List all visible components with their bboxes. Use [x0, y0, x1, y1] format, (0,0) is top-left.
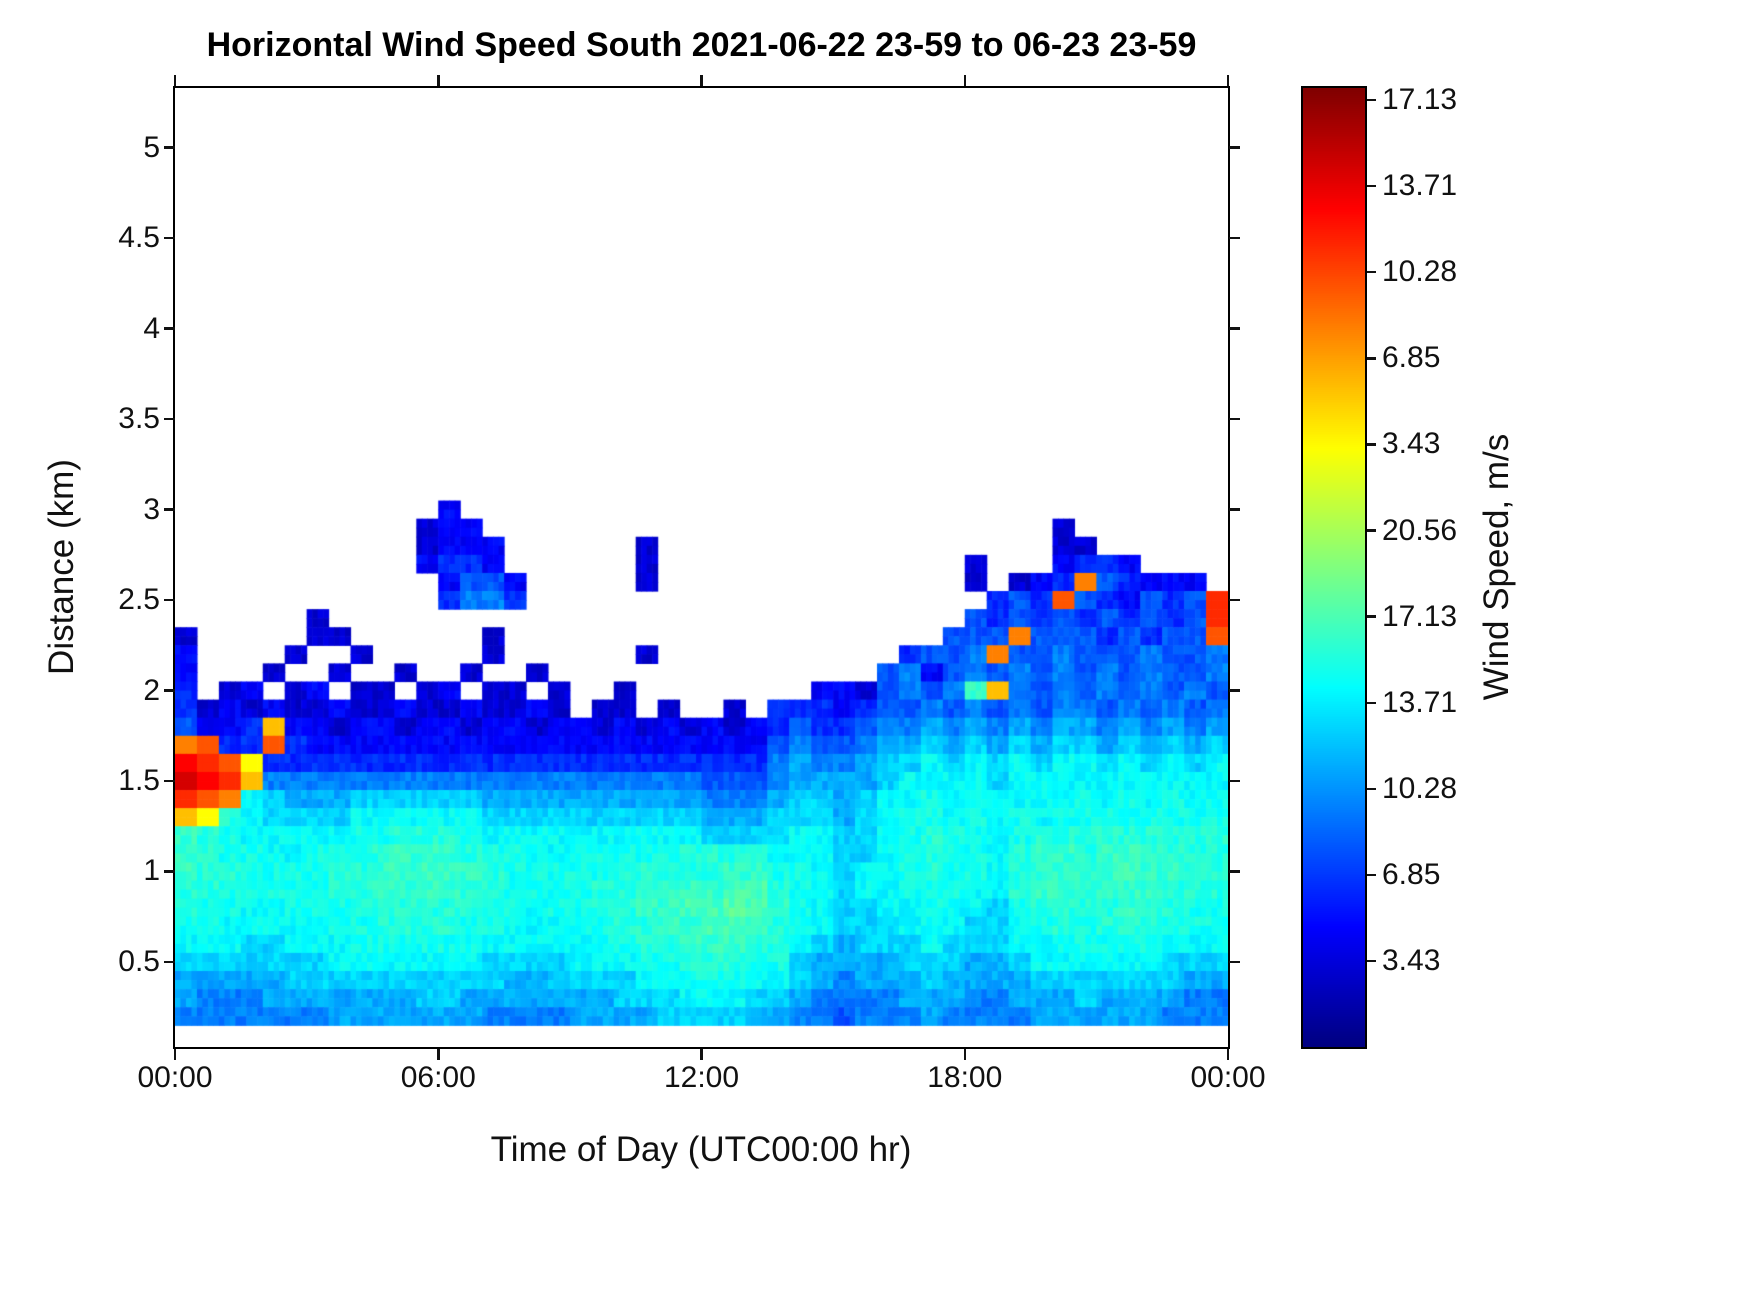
y-axis-tick-label: 1 — [143, 854, 160, 888]
colorbar-tick-label: 6.85 — [1382, 341, 1441, 375]
colorbar-tick-label: 3.43 — [1382, 944, 1441, 978]
colorbar-tick-mark — [1367, 787, 1376, 791]
x-axis-tick-label: 18:00 — [927, 1061, 1003, 1094]
y-axis-tick-label: 4.5 — [118, 221, 160, 255]
y-axis-tick-label: 2 — [143, 673, 160, 707]
colorbar-tick-mark — [1367, 98, 1376, 102]
y-axis-tick-label: 4 — [143, 311, 160, 345]
colorbar-tick-mark — [1367, 529, 1376, 532]
y-axis-tick-mark — [164, 236, 175, 240]
y-axis-tick-mark-right — [1229, 960, 1240, 964]
x-axis-tick-mark — [963, 1049, 966, 1060]
colorbar-tick-mark — [1367, 357, 1376, 360]
y-axis-tick-label: 5 — [143, 130, 160, 164]
y-axis-tick-mark — [164, 146, 175, 149]
x-axis-tick-label: 00:00 — [137, 1061, 213, 1094]
x-axis-label: Time of Day (UTC00:00 hr) — [490, 1130, 912, 1169]
x-axis-tick-mark — [1226, 1049, 1230, 1060]
colorbar-tick-label: 13.71 — [1382, 685, 1458, 719]
colorbar-label: Wind Speed, m/s — [1477, 433, 1516, 701]
colorbar-tick-label: 20.56 — [1382, 513, 1458, 547]
colorbar-tick-label: 10.28 — [1382, 771, 1458, 805]
chart-title: Horizontal Wind Speed South 2021-06-22 2… — [206, 26, 1197, 64]
colorbar-tick-label: 17.13 — [1382, 82, 1458, 116]
heatmap-canvas — [175, 88, 1228, 1047]
x-axis-tick-mark — [173, 1049, 177, 1060]
x-axis-tick-mark-top — [437, 75, 440, 86]
x-axis-tick-label: 00:00 — [1190, 1061, 1266, 1094]
y-axis-tick-mark-right — [1229, 508, 1240, 511]
y-axis-tick-mark-right — [1229, 779, 1240, 783]
y-axis-tick-mark-right — [1229, 236, 1240, 240]
x-axis-tick-mark-top — [173, 75, 177, 86]
y-axis-tick-mark — [164, 417, 175, 421]
y-axis-tick-mark-right — [1229, 146, 1240, 149]
x-axis-tick-mark-top — [700, 75, 703, 86]
y-axis-tick-mark-right — [1229, 689, 1240, 692]
x-axis-tick-mark — [437, 1049, 440, 1060]
colorbar-tick-label: 6.85 — [1382, 858, 1441, 892]
y-axis-tick-label: 3 — [143, 492, 160, 526]
colorbar-tick-label: 10.28 — [1382, 255, 1458, 289]
y-axis-tick-mark — [164, 508, 175, 511]
y-axis-tick-mark-right — [1229, 327, 1240, 330]
x-axis-tick-mark-top — [963, 75, 966, 86]
x-axis-tick-mark-top — [1226, 75, 1230, 86]
y-axis-tick-mark — [164, 960, 175, 964]
x-axis-tick-label: 12:00 — [663, 1061, 740, 1094]
x-axis-tick-mark — [700, 1049, 703, 1060]
y-axis-tick-mark — [164, 598, 175, 602]
y-axis-tick-mark — [164, 779, 175, 783]
colorbar-tick-label: 13.71 — [1382, 169, 1458, 203]
y-axis-tick-mark-right — [1229, 870, 1240, 873]
y-axis-tick-mark — [164, 870, 175, 873]
colorbar-tick-label: 3.43 — [1382, 427, 1441, 461]
colorbar-tick-mark — [1367, 443, 1376, 446]
y-axis-tick-label: 3.5 — [118, 402, 160, 436]
y-axis-tick-mark — [164, 689, 175, 692]
colorbar-tick-mark — [1367, 873, 1376, 877]
colorbar-tick-mark — [1367, 615, 1376, 618]
colorbar-tick-mark — [1367, 701, 1376, 705]
colorbar-tick-mark — [1367, 959, 1376, 963]
y-axis-tick-label: 2.5 — [118, 583, 160, 617]
y-axis-tick-label: 0.5 — [118, 944, 160, 978]
colorbar-tick-mark — [1367, 184, 1376, 188]
colorbar-tick-label: 17.13 — [1382, 599, 1458, 633]
colorbar-canvas — [1303, 88, 1365, 1047]
colorbar-tick-mark — [1367, 270, 1376, 274]
x-axis-tick-label: 06:00 — [400, 1061, 476, 1094]
y-axis-tick-label: 1.5 — [118, 764, 160, 797]
y-axis-tick-mark — [164, 327, 175, 330]
y-axis-tick-mark-right — [1229, 417, 1240, 421]
y-axis-tick-mark-right — [1229, 598, 1240, 602]
